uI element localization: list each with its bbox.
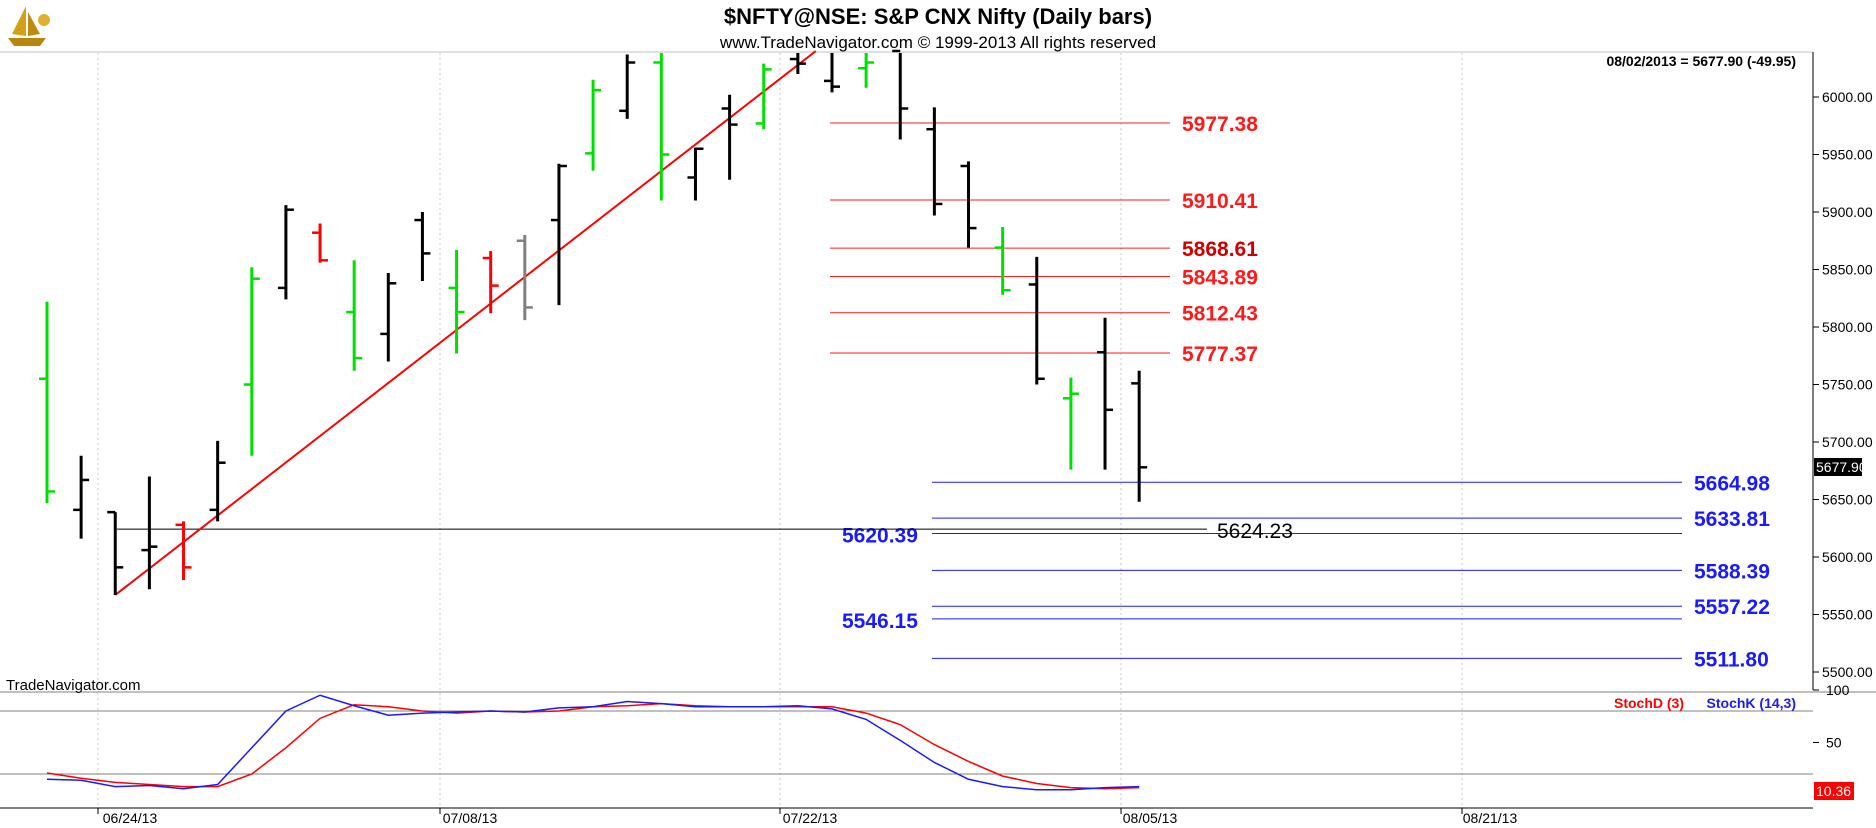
price-bar bbox=[721, 94, 738, 180]
date-tick-label: 08/05/13 bbox=[1123, 810, 1178, 826]
header-band bbox=[0, 0, 1876, 52]
stoch-value-label: 10.36 bbox=[1816, 783, 1851, 799]
price-bar bbox=[107, 510, 124, 595]
price-bar bbox=[209, 440, 226, 522]
date-tick-label: 07/08/13 bbox=[443, 810, 498, 826]
fib-level-label: 5910.41 bbox=[1182, 190, 1258, 213]
price-bar bbox=[1097, 317, 1114, 470]
stochastic-reference-lines bbox=[0, 710, 1813, 775]
current-price-label: 5677.90 bbox=[1816, 459, 1867, 475]
price-bar bbox=[312, 223, 329, 263]
stoch-k-line bbox=[46, 694, 1140, 791]
price-bar bbox=[346, 260, 363, 371]
uptrend-line bbox=[114, 50, 817, 596]
fib-level-label: 5620.39 bbox=[842, 525, 918, 548]
price-tick-label: 5600.00 bbox=[1822, 549, 1873, 565]
vertical-gridlines bbox=[97, 53, 1463, 808]
chart-title: $NFTY@NSE: S&P CNX Nifty (Daily bars) bbox=[724, 4, 1152, 29]
watermark-text: TradeNavigator.com bbox=[6, 677, 141, 694]
price-bar bbox=[380, 272, 397, 362]
price-tick-label: 5900.00 bbox=[1822, 204, 1873, 220]
stoch-d-line bbox=[46, 702, 1140, 790]
price-bar bbox=[414, 212, 431, 281]
price-tick-label: 5550.00 bbox=[1822, 607, 1873, 623]
date-tick-label: 06/24/13 bbox=[103, 810, 158, 826]
price-bar bbox=[482, 251, 499, 314]
date-tick-label: 08/21/13 bbox=[1463, 810, 1518, 826]
fib-level-label: 5588.39 bbox=[1694, 560, 1770, 583]
price-axis: 6000.00 5950.00 5900.00 5850.00 5800.00 5750.… bbox=[1813, 89, 1873, 680]
fib-level-label: 5557.22 bbox=[1694, 596, 1770, 619]
price-tick-label: 5750.00 bbox=[1822, 377, 1873, 393]
price-tick-label: 5700.00 bbox=[1822, 434, 1873, 450]
copyright-text: www.TradeNavigator.com © 1999-2013 All r… bbox=[719, 33, 1156, 52]
current-price-tag: 5677.90 bbox=[1814, 458, 1867, 476]
price-bar bbox=[448, 249, 465, 354]
price-bar bbox=[1062, 377, 1079, 470]
stoch-k-legend: StochK (14,3) bbox=[1707, 695, 1796, 711]
price-bar bbox=[73, 455, 90, 539]
price-tick-label: 5950.00 bbox=[1822, 147, 1873, 163]
price-tick-label: 5800.00 bbox=[1822, 319, 1873, 335]
stoch-d-legend: StochD (3) bbox=[1614, 695, 1684, 711]
price-bar bbox=[516, 235, 533, 321]
price-bar bbox=[277, 205, 294, 300]
fib-level-label: 5664.98 bbox=[1694, 472, 1770, 495]
price-bar bbox=[892, 49, 909, 140]
price-bar bbox=[960, 161, 977, 248]
price-bar bbox=[926, 107, 943, 216]
price-bar bbox=[175, 521, 192, 580]
price-bar bbox=[994, 226, 1011, 295]
fib-level-label: 5812.43 bbox=[1182, 303, 1258, 326]
price-panel bbox=[0, 51, 1876, 693]
trade-navigator-logo-icon bbox=[8, 6, 50, 46]
price-bar bbox=[858, 53, 875, 88]
price-bar bbox=[1028, 256, 1045, 385]
horizontal-reference-label: 5624.23 bbox=[1217, 520, 1293, 543]
fibonacci-levels: 5977.38 5910.41 5868.61 5843.89 5812.43 5777.… bbox=[830, 113, 1770, 671]
fib-level-label: 5546.15 bbox=[842, 610, 918, 633]
price-bar bbox=[687, 147, 704, 201]
fib-level-label: 5633.81 bbox=[1694, 508, 1770, 531]
price-tick-label: 5650.00 bbox=[1822, 492, 1873, 508]
fib-level-label: 5843.89 bbox=[1182, 267, 1258, 290]
trendline bbox=[114, 50, 817, 596]
fib-level-label: 5777.37 bbox=[1182, 343, 1258, 366]
fib-level-label: 5868.61 bbox=[1182, 238, 1258, 261]
horizontal-line-5624: 5624.23 bbox=[117, 520, 1293, 543]
price-bar bbox=[243, 267, 260, 456]
stoch-tick-label: 100 bbox=[1826, 682, 1850, 698]
price-bar bbox=[789, 53, 806, 74]
price-bar bbox=[755, 63, 772, 130]
last-quote-label: 08/02/2013 = 5677.90 (-49.95) bbox=[1606, 53, 1796, 69]
price-tick-label: 6000.00 bbox=[1822, 89, 1873, 105]
price-tick-label: 5500.00 bbox=[1822, 664, 1873, 680]
price-bar bbox=[1131, 370, 1148, 502]
price-bar bbox=[653, 53, 670, 201]
price-tick-label: 5850.00 bbox=[1822, 262, 1873, 278]
price-bar bbox=[141, 476, 158, 590]
price-bars bbox=[39, 49, 1148, 595]
price-bar bbox=[823, 53, 840, 93]
price-bar bbox=[585, 79, 602, 171]
price-bar bbox=[39, 301, 55, 503]
fib-level-label: 5977.38 bbox=[1182, 113, 1258, 136]
fib-level-label: 5511.80 bbox=[1694, 648, 1769, 671]
date-axis: 06/24/13 07/08/13 07/22/13 08/05/13 08/21/13 bbox=[97, 808, 1518, 826]
stochastic-lines bbox=[46, 694, 1140, 791]
stoch-value-tag: 10.36 bbox=[1814, 782, 1854, 800]
stoch-tick-label: 50 bbox=[1826, 735, 1842, 751]
price-bar bbox=[619, 54, 636, 119]
price-bar bbox=[550, 163, 567, 306]
date-tick-label: 07/22/13 bbox=[783, 810, 838, 826]
stochastic-axis: 100 50 bbox=[1813, 682, 1850, 751]
